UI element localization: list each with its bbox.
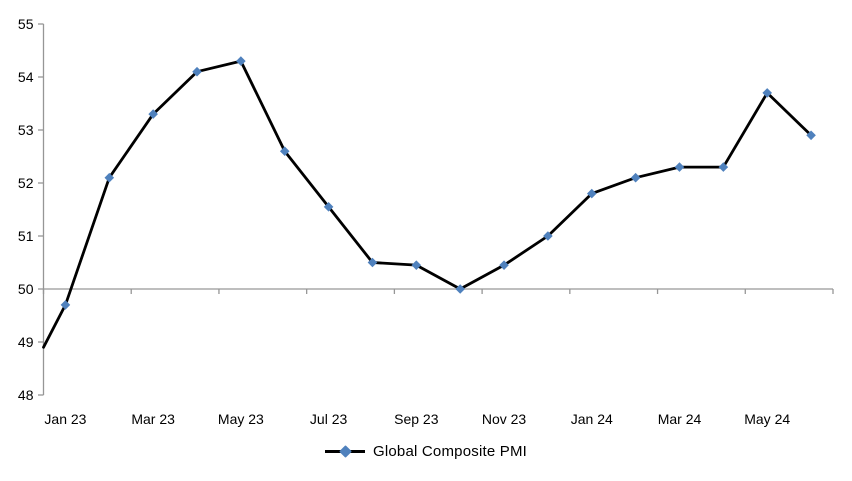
x-axis-label: May 23: [218, 411, 264, 427]
data-point-feb-23: [104, 172, 115, 183]
data-point-apr-24: [718, 162, 729, 172]
data-point-may-23: [236, 56, 246, 66]
y-axis-label: 48: [18, 387, 34, 403]
x-axis-label: May 24: [744, 411, 790, 427]
x-axis-label: Jan 24: [571, 411, 613, 427]
x-axis-label: Jul 23: [310, 411, 348, 427]
data-point-feb-24: [630, 172, 641, 183]
data-point-dec-23: [543, 231, 553, 241]
legend-diamond-marker-icon: [339, 445, 352, 458]
pmi-line-plot: 48 49 50 51 52 53 54 55 Jan 23 Mar 23 May 23 Jul 23…: [18, 16, 834, 427]
data-point-jun-23: [279, 146, 290, 156]
data-point-aug-23: [367, 257, 378, 268]
y-axis-label: 50: [18, 281, 34, 297]
data-point-jan-23: [60, 300, 71, 310]
data-point-jul-23: [323, 202, 334, 212]
x-axis-label: Jan 23: [44, 411, 86, 427]
data-point-sep-23: [411, 260, 422, 270]
y-axis-label: 49: [18, 334, 34, 350]
y-axis-label: 54: [18, 69, 34, 85]
legend: Global Composite PMI: [0, 443, 852, 460]
x-axis-label: Mar 24: [658, 411, 702, 427]
legend-line-sample-icon: [324, 445, 365, 458]
data-point-mar-24: [674, 162, 685, 172]
data-point-mar-23: [148, 109, 158, 119]
legend-label: Global Composite PMI: [372, 443, 528, 460]
data-point-apr-23: [192, 66, 202, 77]
y-axis-label: 52: [18, 175, 34, 191]
x-axis-label: Mar 23: [131, 411, 175, 427]
y-axis-label: 55: [18, 16, 34, 32]
data-point-jun-24: [806, 130, 816, 141]
y-axis-label: 53: [18, 122, 34, 138]
x-axis-label: Sep 23: [394, 411, 439, 427]
data-point-nov-23: [499, 260, 509, 270]
data-point-may-24: [762, 88, 773, 98]
x-axis-label: Nov 23: [482, 411, 527, 427]
pmi-series-line: [42, 59, 813, 349]
data-point-jan-24: [586, 188, 597, 199]
y-axis-label: 51: [18, 228, 34, 244]
data-point-oct-23: [455, 284, 465, 294]
